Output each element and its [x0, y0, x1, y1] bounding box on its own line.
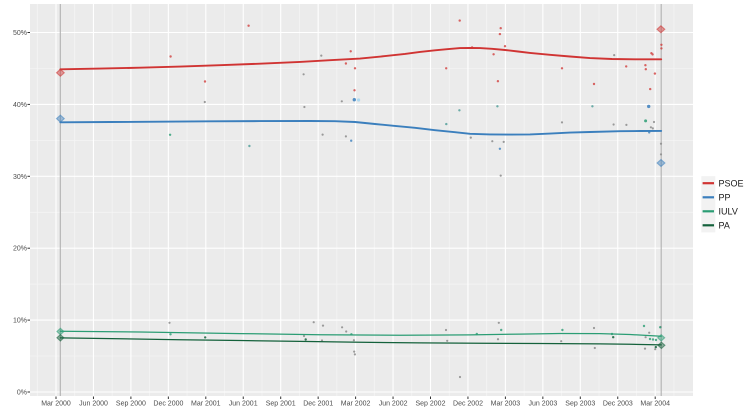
svg-text:Dec 2001: Dec 2001 [303, 401, 333, 408]
svg-text:PP: PP [719, 193, 731, 203]
svg-text:Jun 2002: Jun 2002 [379, 401, 408, 408]
svg-text:PA: PA [719, 221, 730, 231]
svg-text:50%: 50% [13, 30, 27, 37]
svg-text:Dec 2002: Dec 2002 [453, 401, 483, 408]
svg-text:Sep 2002: Sep 2002 [416, 401, 446, 408]
svg-text:Mar 2004: Mar 2004 [640, 401, 670, 408]
svg-text:Mar 2002: Mar 2002 [341, 401, 371, 408]
svg-text:PSOE: PSOE [719, 178, 744, 188]
svg-text:Mar 2001: Mar 2001 [191, 401, 221, 408]
svg-text:20%: 20% [13, 246, 27, 253]
svg-text:Sep 2001: Sep 2001 [266, 401, 296, 408]
svg-text:Dec 2003: Dec 2003 [603, 401, 633, 408]
svg-text:0%: 0% [17, 390, 27, 397]
svg-text:Dec 2000: Dec 2000 [153, 401, 183, 408]
svg-text:Mar 2003: Mar 2003 [491, 401, 521, 408]
svg-text:Jun 2001: Jun 2001 [229, 401, 258, 408]
svg-text:30%: 30% [13, 174, 27, 181]
svg-text:Jun 2003: Jun 2003 [528, 401, 557, 408]
svg-text:Sep 2003: Sep 2003 [565, 401, 595, 408]
svg-text:10%: 10% [13, 318, 27, 325]
svg-text:Mar 2000: Mar 2000 [41, 401, 71, 408]
svg-text:40%: 40% [13, 102, 27, 109]
svg-text:Sep 2000: Sep 2000 [116, 401, 146, 408]
svg-text:Jun 2000: Jun 2000 [79, 401, 108, 408]
svg-text:IULV: IULV [719, 207, 738, 217]
